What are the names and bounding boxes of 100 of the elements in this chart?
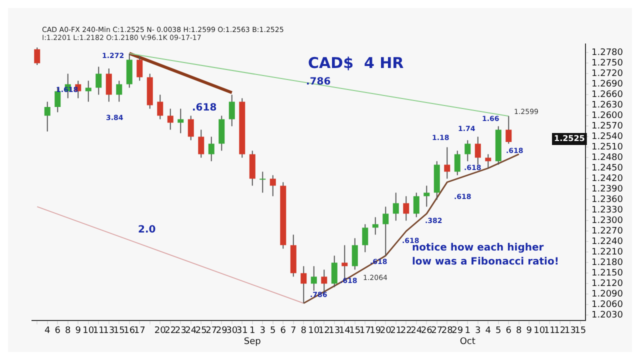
- candlestick: [464, 140, 471, 162]
- x-tick-label: 6: [54, 326, 61, 336]
- y-tick-label: 1.2690: [592, 80, 624, 90]
- y-tick-label: 1.2390: [592, 184, 624, 195]
- y-tick-label: 1.2660: [592, 90, 624, 100]
- candlestick: [116, 80, 122, 102]
- x-tick-label: 17: [134, 326, 146, 336]
- x-tick-label: 14: [338, 326, 351, 336]
- x-tick-label: 29: [216, 326, 228, 336]
- x-tick-label: 11: [544, 326, 556, 336]
- x-tick-label: 8: [65, 326, 72, 336]
- y-tick-label: 1.2630: [592, 100, 624, 111]
- candlestick: [352, 238, 358, 270]
- candlestick: [444, 146, 450, 180]
- x-tick-label: 8: [516, 326, 522, 336]
- x-tick-label: 4: [44, 326, 51, 336]
- text: CAD$ 4 HR: [308, 54, 404, 72]
- candlestick: [157, 94, 164, 120]
- x-tick-label: 10: [534, 326, 546, 336]
- candlestick: [331, 255, 338, 288]
- y-tick-label: 1.2720: [592, 69, 624, 80]
- x-tick-label: 5: [496, 326, 502, 336]
- candlestick: [362, 224, 368, 253]
- candlestick: [34, 47, 40, 66]
- y-tick-label: 1.2240: [592, 237, 624, 248]
- x-tick-label: 4: [485, 326, 492, 336]
- x-tick-label: 19: [370, 326, 382, 336]
- x-tick-label: 7: [290, 326, 296, 336]
- y-tick-label: 1.2750: [592, 58, 624, 69]
- candlestick: [178, 108, 184, 134]
- y-tick-label: 1.2210: [592, 248, 624, 258]
- candlestick: [44, 101, 50, 132]
- x-tick-label: 6: [280, 326, 286, 336]
- candlestick: [96, 66, 102, 96]
- x-tick-label: 29: [452, 326, 464, 336]
- y-tick-label: 1.2420: [592, 174, 624, 184]
- x-tick-label: 24: [185, 326, 197, 336]
- x-tick-label: 15: [113, 326, 125, 336]
- x-tick-label: 12: [318, 326, 330, 336]
- candlestick: [208, 136, 214, 162]
- x-tick-label: 27: [431, 326, 443, 336]
- candlestick: [136, 56, 143, 82]
- candlestick: [270, 174, 276, 197]
- candlestick: [382, 206, 389, 256]
- candlestick: [188, 115, 194, 141]
- annotation: .786: [306, 76, 331, 88]
- candlestick: [454, 150, 460, 176]
- x-tick-label: 22: [164, 326, 176, 336]
- y-tick-label: 1.2780: [592, 48, 624, 58]
- candlestick: [167, 108, 174, 130]
- x-tick-label: 28: [441, 326, 454, 336]
- candlestick: [106, 68, 112, 102]
- x-tick-label: 10: [308, 326, 320, 336]
- y-tick-label: 1.2270: [592, 226, 624, 237]
- y-tick-label: 1.2060: [592, 300, 624, 310]
- candlestick: [300, 266, 307, 304]
- annotation: 2.0: [138, 224, 156, 236]
- x-tick-label: 5: [270, 326, 276, 336]
- x-tick-label: 17: [359, 326, 371, 336]
- x-tick-label: 23: [174, 326, 186, 336]
- y-tick-label: 1.2570: [592, 122, 624, 132]
- y-tick-label: 1.2330: [592, 206, 624, 216]
- x-tick-label: 12: [554, 326, 566, 336]
- x-tick-label: 27: [206, 326, 218, 336]
- x-tick-label: 24: [410, 326, 422, 336]
- x-tick-label: 26: [420, 326, 433, 336]
- x-tick-label: 3: [475, 326, 481, 336]
- annotation: notice how each higher low was a Fibonacci ratio!: [412, 242, 559, 268]
- y-tick-label: 1.2480: [592, 153, 624, 164]
- y-tick-label: 1.2450: [592, 164, 624, 174]
- x-tick-label: 8: [300, 326, 307, 336]
- y-tick-label: 1.2600: [592, 111, 624, 122]
- candlestick: [228, 94, 235, 127]
- y-tick-label: 1.2300: [592, 216, 624, 226]
- y-tick-label: 1.2360: [592, 195, 624, 206]
- x-tick-label: 9: [75, 326, 82, 336]
- candlestick: [260, 171, 266, 194]
- candlestick: [372, 216, 378, 236]
- x-tick-label: 31: [236, 326, 248, 336]
- x-tick-label: 25: [195, 326, 207, 336]
- candlestick: [310, 266, 317, 292]
- y-tick-label: 1.2150: [592, 268, 624, 279]
- x-tick-label: 16: [124, 326, 136, 336]
- annotation: .618: [192, 102, 217, 114]
- y-tick-label: 1.2540: [592, 132, 624, 142]
- x-tick-label: 11: [92, 326, 104, 336]
- x-tick-label: 15: [349, 326, 361, 336]
- x-tick-label: 13: [564, 326, 576, 336]
- candlestick: [198, 129, 204, 158]
- candlestick: [403, 196, 410, 222]
- y-tick-label: 1.2120: [592, 279, 624, 290]
- x-tick-label: 22: [400, 326, 412, 336]
- candlestick: [413, 192, 420, 218]
- x-tick-label: 3: [260, 326, 266, 336]
- y-tick-label: 1.2090: [592, 290, 624, 300]
- x-tick-label: 13: [328, 326, 340, 336]
- y-tick-label: 1.2510: [592, 142, 624, 153]
- x-tick-label: 9: [526, 326, 532, 336]
- x-tick-label: 30: [226, 326, 238, 336]
- annotation: 1.2525: [554, 134, 586, 144]
